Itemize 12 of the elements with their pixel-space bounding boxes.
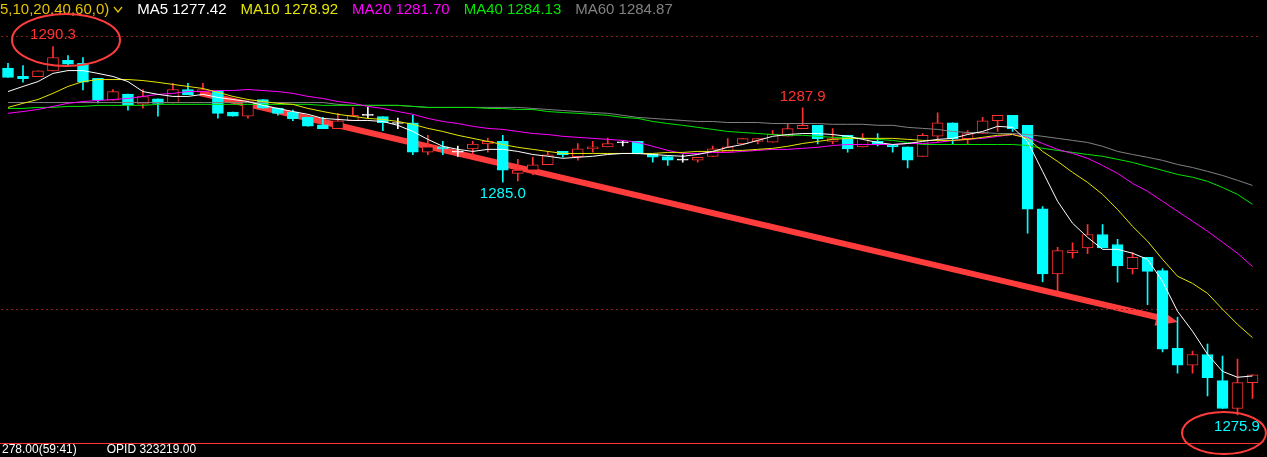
annotation: 5,10,20,40,60,0) [0, 0, 110, 18]
annotation: 1290.3 [30, 25, 76, 43]
text: MA5 1277.42 [137, 0, 227, 18]
text: MA20 1281.70 [352, 0, 450, 18]
annotation: 1285.0 [479, 183, 526, 201]
annotation: 278.00(59:41) [2, 442, 77, 456]
annotation: OPID 323219.00 [106, 442, 197, 456]
text: MA10 1278.92 [240, 0, 339, 18]
text: MA40 1284.13 [463, 0, 562, 18]
annotation: 1275.9 [1214, 416, 1260, 434]
annotation: 1287.9 [779, 86, 826, 104]
text: MA60 1284.87 [575, 0, 673, 18]
